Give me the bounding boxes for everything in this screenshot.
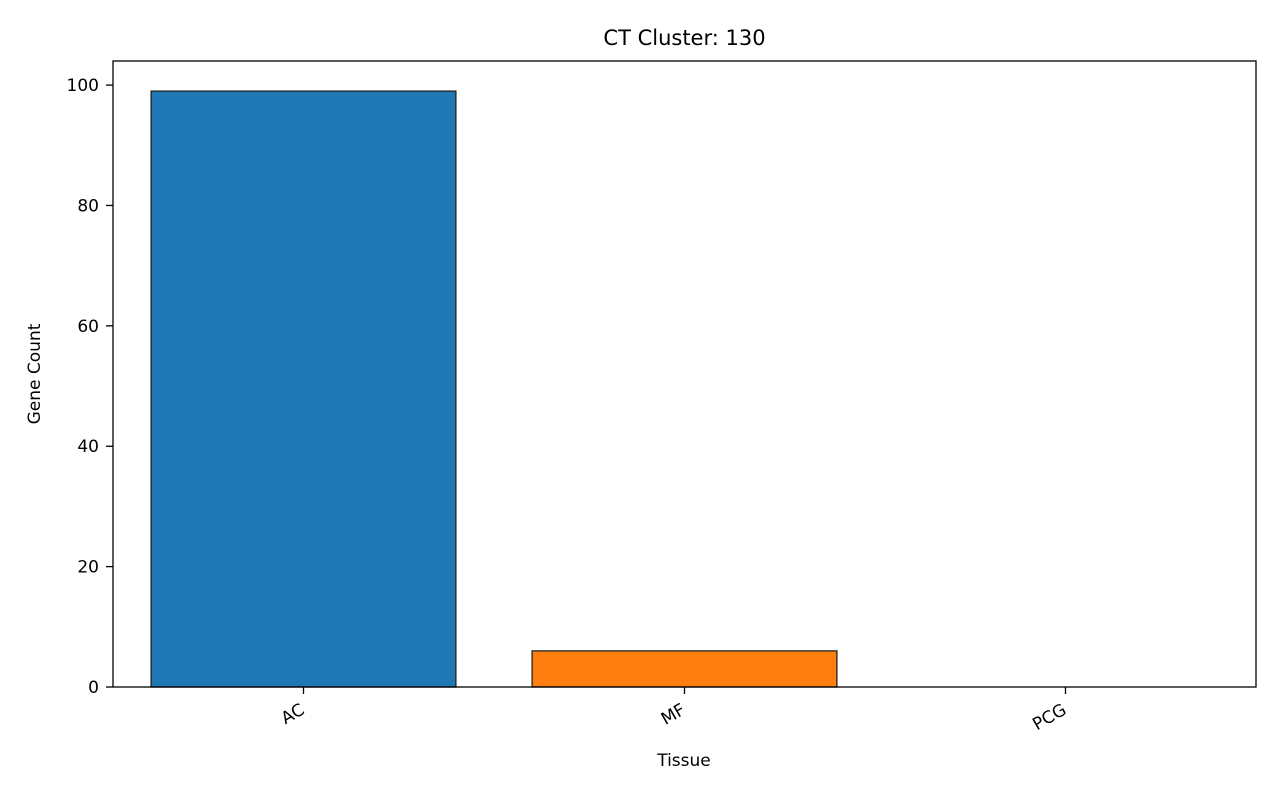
y-tick-label: 100 — [67, 76, 99, 96]
x-axis: AC MF PCG — [278, 687, 1070, 735]
y-tick-label: 80 — [77, 196, 99, 216]
plot-frame — [112, 60, 1257, 688]
y-tick-label: 20 — [77, 558, 99, 578]
y-axis-label: Gene Count — [25, 323, 45, 424]
y-tick-label: 60 — [77, 317, 99, 337]
chart-title: CT Cluster: 130 — [603, 26, 765, 50]
bar-ac — [150, 90, 457, 688]
x-tick-label: PCG — [1029, 700, 1070, 735]
y-tick-label: 40 — [77, 437, 99, 457]
bar-mf — [531, 650, 838, 688]
bars-layer — [150, 90, 838, 688]
y-tick-label: 0 — [88, 678, 99, 698]
x-axis-label: Tissue — [656, 751, 711, 771]
x-tick-label: AC — [278, 700, 308, 729]
y-axis: 0 20 40 60 80 100 — [67, 76, 113, 698]
x-tick-label: MF — [658, 700, 689, 730]
